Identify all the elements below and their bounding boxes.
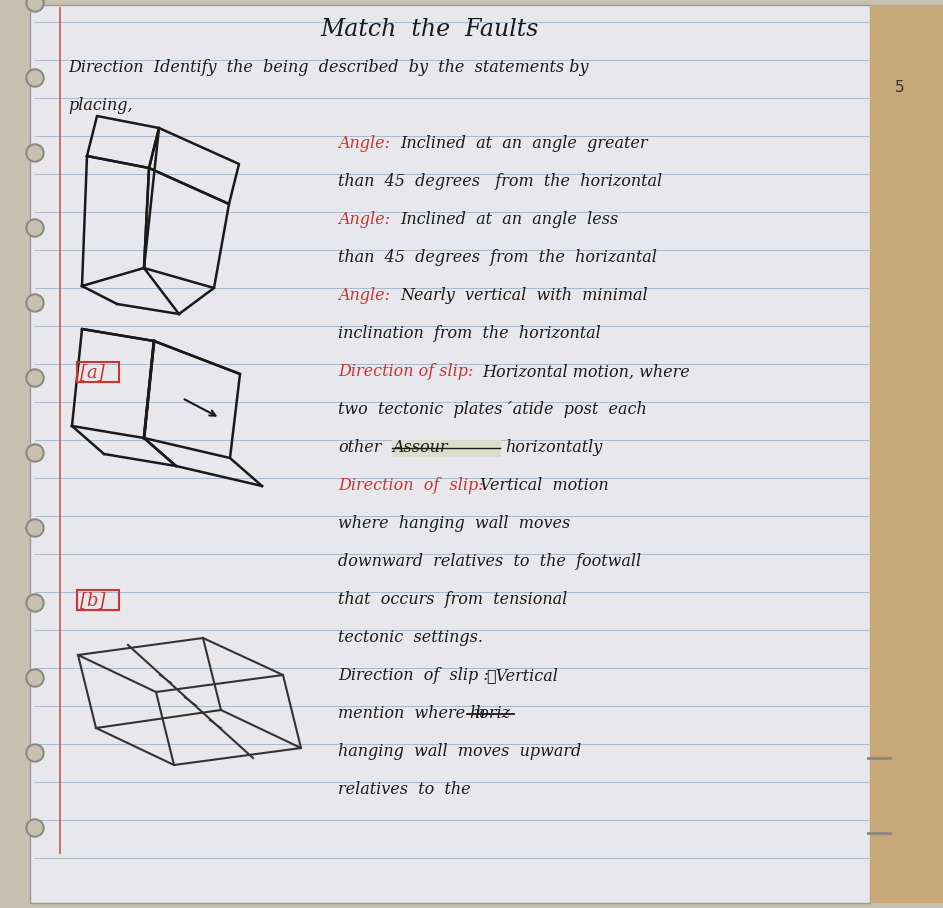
Text: relatives  to  the: relatives to the — [338, 782, 471, 798]
Circle shape — [26, 744, 44, 762]
Text: horiz: horiz — [469, 706, 510, 723]
Circle shape — [28, 596, 42, 610]
Text: Direction  Identify  the  being  described  by  the  statements by: Direction Identify the being described b… — [68, 60, 588, 76]
Text: Assour: Assour — [392, 439, 448, 457]
Circle shape — [26, 144, 44, 162]
Circle shape — [26, 294, 44, 312]
Text: Inclined  at  an  angle  less: Inclined at an angle less — [400, 212, 619, 229]
Text: Angle:: Angle: — [338, 135, 390, 153]
Circle shape — [26, 219, 44, 237]
Text: 5: 5 — [895, 81, 905, 95]
Text: Direction  of  slip :: Direction of slip : — [338, 667, 488, 685]
Bar — [77, 362, 119, 382]
Circle shape — [28, 146, 42, 160]
Circle shape — [28, 521, 42, 535]
Circle shape — [26, 69, 44, 87]
Circle shape — [26, 594, 44, 612]
Circle shape — [28, 446, 42, 460]
Circle shape — [26, 819, 44, 837]
Bar — [30, 5, 870, 903]
Text: [a]: [a] — [80, 363, 105, 381]
Bar — [77, 590, 119, 610]
Circle shape — [26, 519, 44, 537]
Text: Nearly  vertical  with  minimal: Nearly vertical with minimal — [400, 288, 648, 304]
Circle shape — [26, 669, 44, 687]
Circle shape — [28, 746, 42, 760]
Text: inclination  from  the  horizontal: inclination from the horizontal — [338, 325, 601, 342]
Text: downward  relatives  to  the  footwall: downward relatives to the footwall — [338, 554, 641, 570]
Text: tectonic  settings.: tectonic settings. — [338, 629, 483, 646]
Text: than  45  degrees  from  the  horizantal: than 45 degrees from the horizantal — [338, 250, 657, 267]
Circle shape — [28, 671, 42, 685]
Circle shape — [28, 71, 42, 85]
Circle shape — [26, 369, 44, 387]
Text: placing,: placing, — [68, 97, 133, 114]
Text: two  tectonic  plates  ́atide  post  each: two tectonic plates ́atide post each — [338, 401, 647, 419]
Text: hanging  wall  moves  upward: hanging wall moves upward — [338, 744, 581, 761]
Circle shape — [26, 0, 44, 12]
Circle shape — [26, 444, 44, 462]
Circle shape — [28, 296, 42, 310]
Text: that  occurs  from  tensional: that occurs from tensional — [338, 591, 568, 608]
Text: Angle:: Angle: — [338, 212, 390, 229]
Text: Match  the  Faults: Match the Faults — [321, 18, 539, 42]
Text: [b]: [b] — [80, 591, 106, 609]
Text: ⓉVertical: ⓉVertical — [486, 667, 558, 685]
Text: Horizontal motion, where: Horizontal motion, where — [482, 363, 689, 380]
Circle shape — [28, 371, 42, 385]
Text: where  hanging  wall  moves: where hanging wall moves — [338, 516, 571, 532]
Circle shape — [28, 821, 42, 835]
Text: Vertical  motion: Vertical motion — [480, 478, 608, 495]
Text: Angle:: Angle: — [338, 288, 390, 304]
Text: than  45  degrees   from  the  horizontal: than 45 degrees from the horizontal — [338, 173, 662, 191]
Text: mention  where  h: mention where h — [338, 706, 486, 723]
Text: Direction  of  slip:: Direction of slip: — [338, 478, 484, 495]
Text: Inclined  at  an  angle  greater: Inclined at an angle greater — [400, 135, 648, 153]
Circle shape — [28, 0, 42, 10]
Text: horizontatly: horizontatly — [505, 439, 603, 457]
Bar — [870, 5, 943, 903]
Text: other: other — [338, 439, 381, 457]
Circle shape — [28, 221, 42, 235]
Text: Direction of slip:: Direction of slip: — [338, 363, 473, 380]
